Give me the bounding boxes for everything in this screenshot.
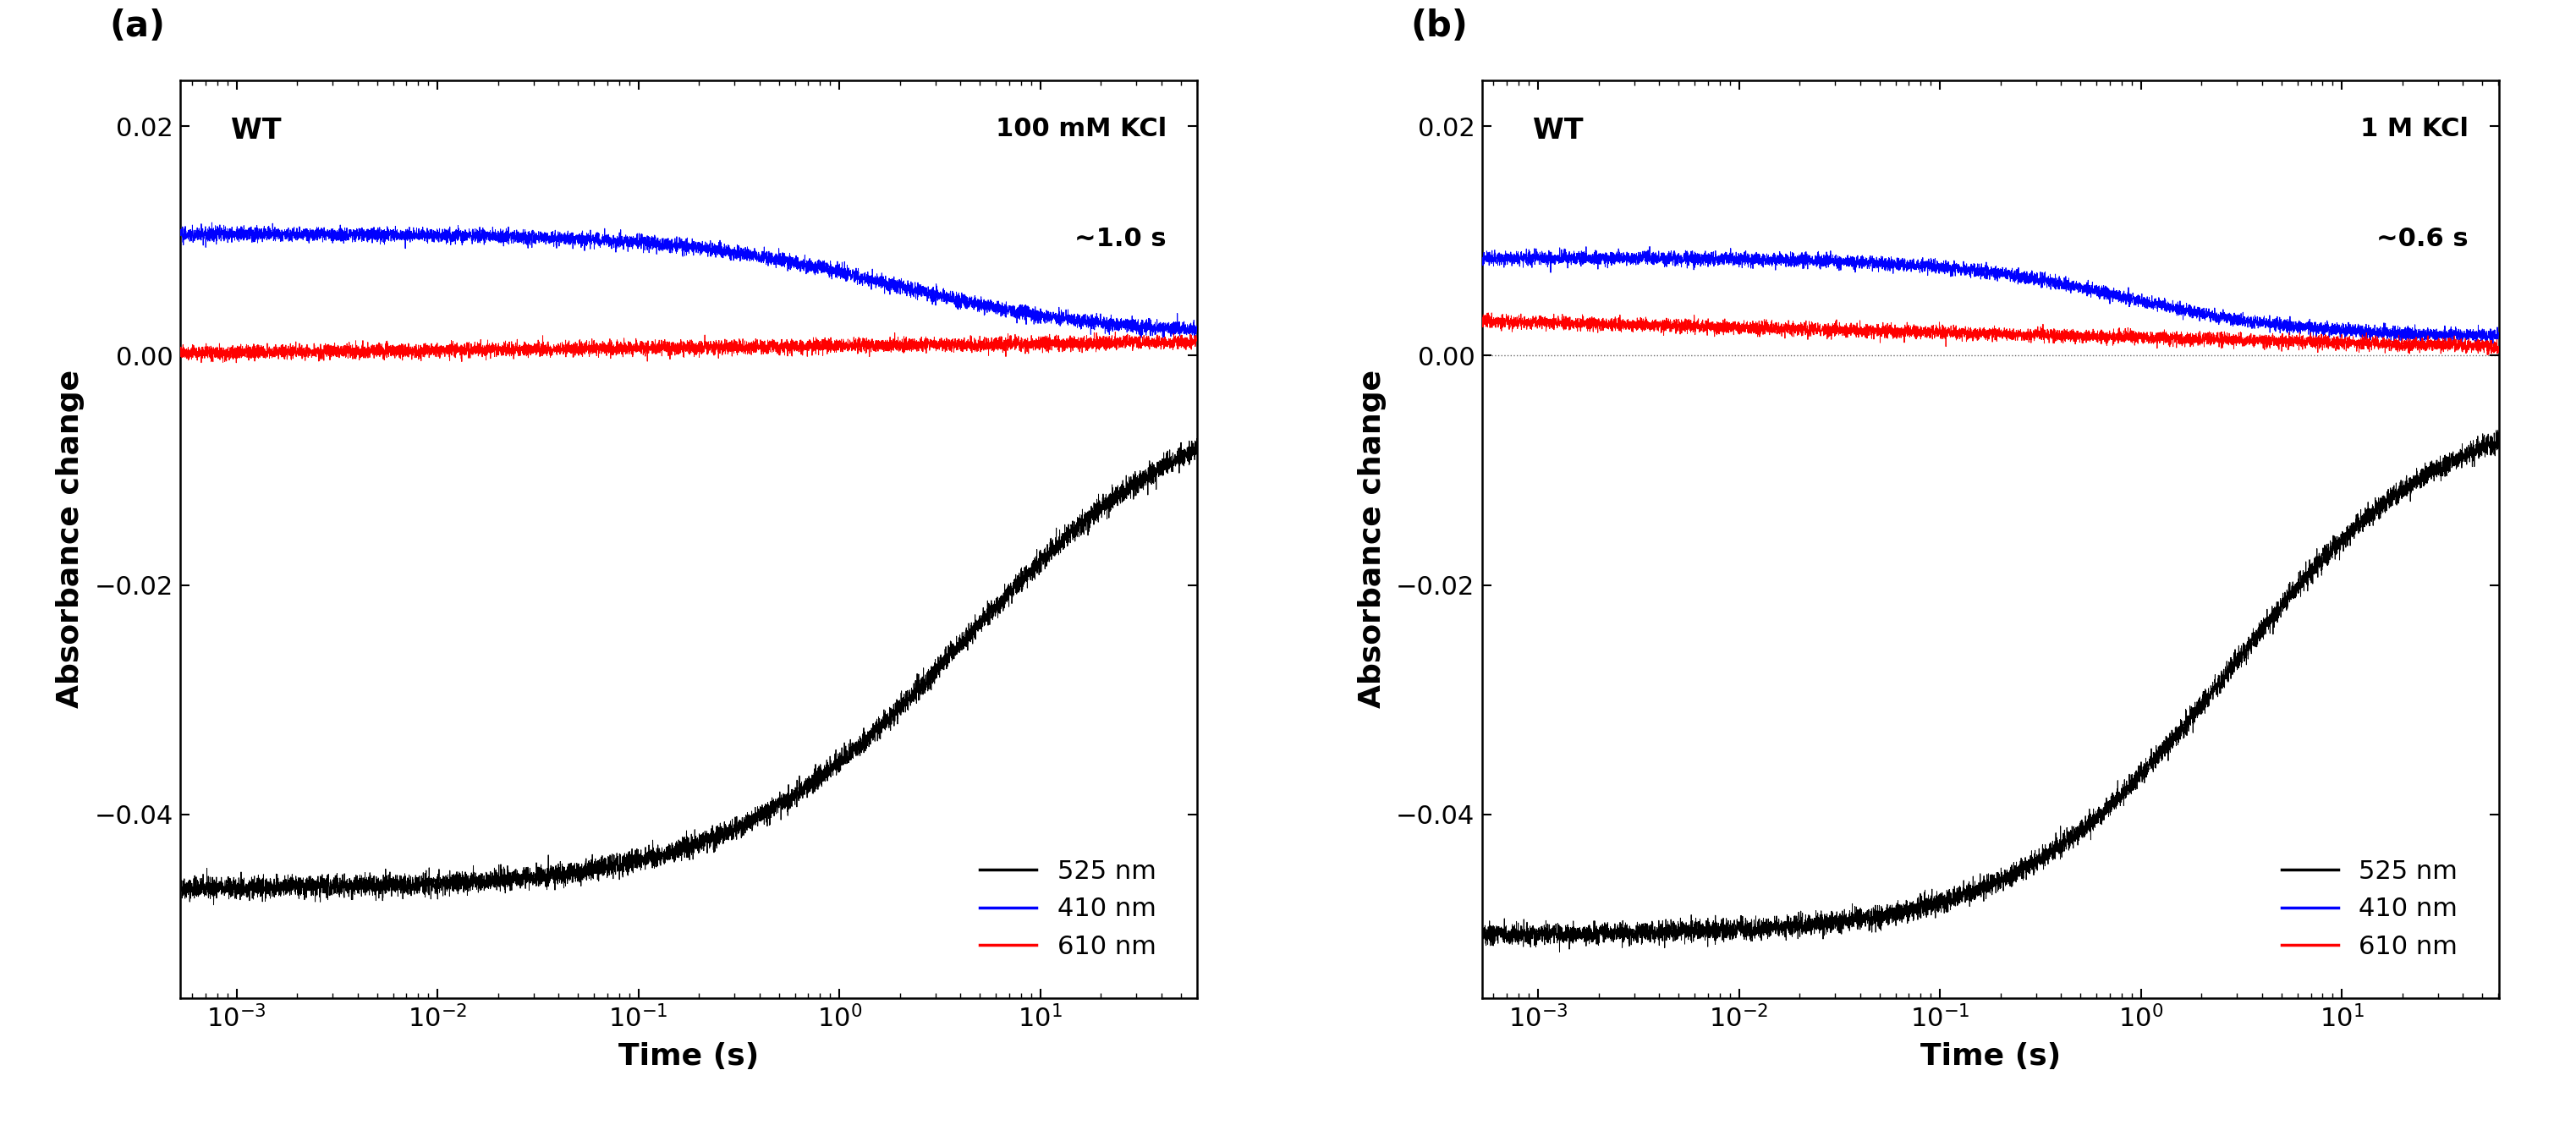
Legend: 525 nm, 410 nm, 610 nm: 525 nm, 410 nm, 610 nm: [971, 852, 1164, 967]
Y-axis label: Absorbance change: Absorbance change: [1358, 369, 1386, 709]
Text: ~0.6 s: ~0.6 s: [2375, 227, 2468, 251]
Text: ~1.0 s: ~1.0 s: [1074, 227, 1167, 251]
X-axis label: Time (s): Time (s): [1919, 1041, 2061, 1070]
Text: WT: WT: [232, 117, 281, 145]
Y-axis label: Absorbance change: Absorbance change: [57, 369, 85, 709]
Text: (a): (a): [108, 8, 165, 44]
Text: 100 mM KCl: 100 mM KCl: [994, 117, 1167, 141]
Text: WT: WT: [1533, 117, 1584, 145]
Text: 1 M KCl: 1 M KCl: [2360, 117, 2468, 141]
Legend: 525 nm, 410 nm, 610 nm: 525 nm, 410 nm, 610 nm: [2275, 852, 2465, 967]
X-axis label: Time (s): Time (s): [618, 1041, 760, 1070]
Text: (b): (b): [1412, 8, 1468, 44]
